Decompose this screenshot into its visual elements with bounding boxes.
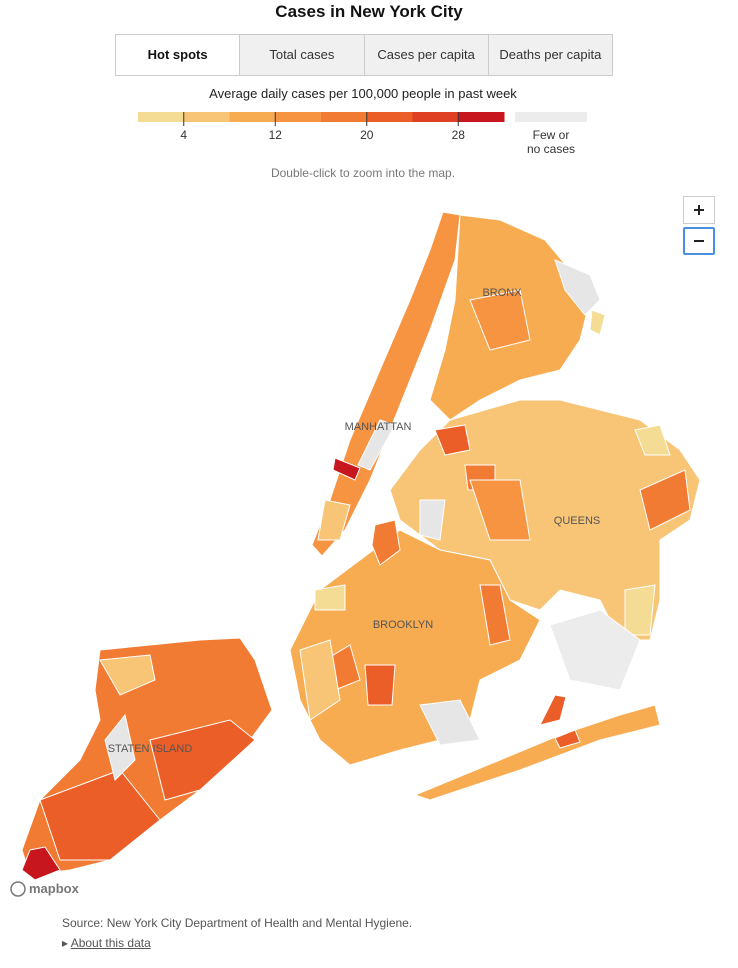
- staten-park: [104, 713, 136, 781]
- staten-area: [149, 719, 256, 801]
- brooklyn-area: [299, 639, 341, 721]
- source: Source: New York City Department of Heal…: [62, 916, 413, 930]
- broad-channel: [539, 694, 567, 726]
- about[interactable]: ▸ About this data: [62, 936, 151, 950]
- bronx-park: [554, 259, 601, 316]
- queens-area: [434, 424, 471, 456]
- legend-no-data: [515, 112, 587, 122]
- legend-tick-label: 4: [180, 128, 187, 142]
- map-label: BROOKLYN: [373, 619, 433, 631]
- queens-park: [419, 499, 446, 541]
- map: BRONX MANHATTAN QUEENS BROOKLYN STATEN I…: [10, 211, 701, 897]
- tab[interactable]: Hot spots: [116, 35, 240, 75]
- legend-swatch: [321, 112, 368, 122]
- about-link[interactable]: About this data: [70, 936, 151, 950]
- legend-swatch: [275, 112, 322, 122]
- legend: 4 12 20 28 Few or no cases: [138, 112, 587, 156]
- legend-swatch: [412, 112, 459, 122]
- legend-tick-label: 28: [452, 128, 466, 142]
- rockaway-area: [554, 729, 581, 749]
- legend-tick-label: 20: [360, 128, 374, 142]
- legend-swatch: [458, 112, 505, 122]
- manhattan-park: [357, 419, 396, 471]
- brooklyn-area: [479, 584, 511, 646]
- rockaway: [413, 704, 661, 801]
- manhattan-area: [317, 499, 351, 541]
- legend-title: Average daily cases per 100,000 people i…: [209, 86, 517, 101]
- legend-swatch: [366, 112, 413, 122]
- brooklyn-area: [314, 584, 346, 611]
- brooklyn: [289, 529, 541, 766]
- map-label: MANHATTAN: [345, 421, 412, 433]
- staten-tip: [21, 846, 61, 881]
- zoom-out[interactable]: [683, 227, 715, 255]
- jfk: [549, 609, 641, 691]
- bronx-area: [589, 309, 606, 336]
- brooklyn-area: [364, 664, 396, 706]
- brooklyn-park: [419, 699, 481, 746]
- staten-area: [39, 769, 161, 861]
- legend-swatch: [183, 112, 230, 122]
- legend-swatch: [138, 112, 185, 122]
- note: Double-click to zoom into the map.: [270, 166, 456, 180]
- mapbox-logo: [10, 881, 26, 897]
- attribution[interactable]: mapbox: [29, 881, 80, 896]
- map-label: QUEENS: [554, 515, 600, 527]
- legend-swatch: [229, 112, 276, 122]
- tab[interactable]: Total cases: [239, 35, 364, 75]
- bronx-area: [469, 289, 531, 351]
- tab[interactable]: Deaths per capita: [487, 35, 612, 75]
- title: Cases in New York City: [275, 2, 463, 21]
- tab-bar: Hot spots Total cases Cases per capita D…: [115, 34, 613, 76]
- legend-tick-label: 12: [269, 128, 283, 142]
- manhattan-area: [332, 457, 361, 481]
- brooklyn-area: [371, 519, 401, 566]
- queens-area: [624, 584, 656, 636]
- zoom-in[interactable]: [683, 196, 715, 224]
- map-label: STATEN ISLAND: [108, 743, 193, 755]
- queens-area: [469, 479, 531, 541]
- tab[interactable]: Cases per capita: [363, 35, 488, 75]
- map-label: BRONX: [482, 287, 522, 299]
- queens-area: [634, 424, 671, 456]
- queens-area: [639, 469, 691, 531]
- legend-no-data-label: Few or no cases: [527, 128, 575, 156]
- staten-area: [99, 654, 156, 696]
